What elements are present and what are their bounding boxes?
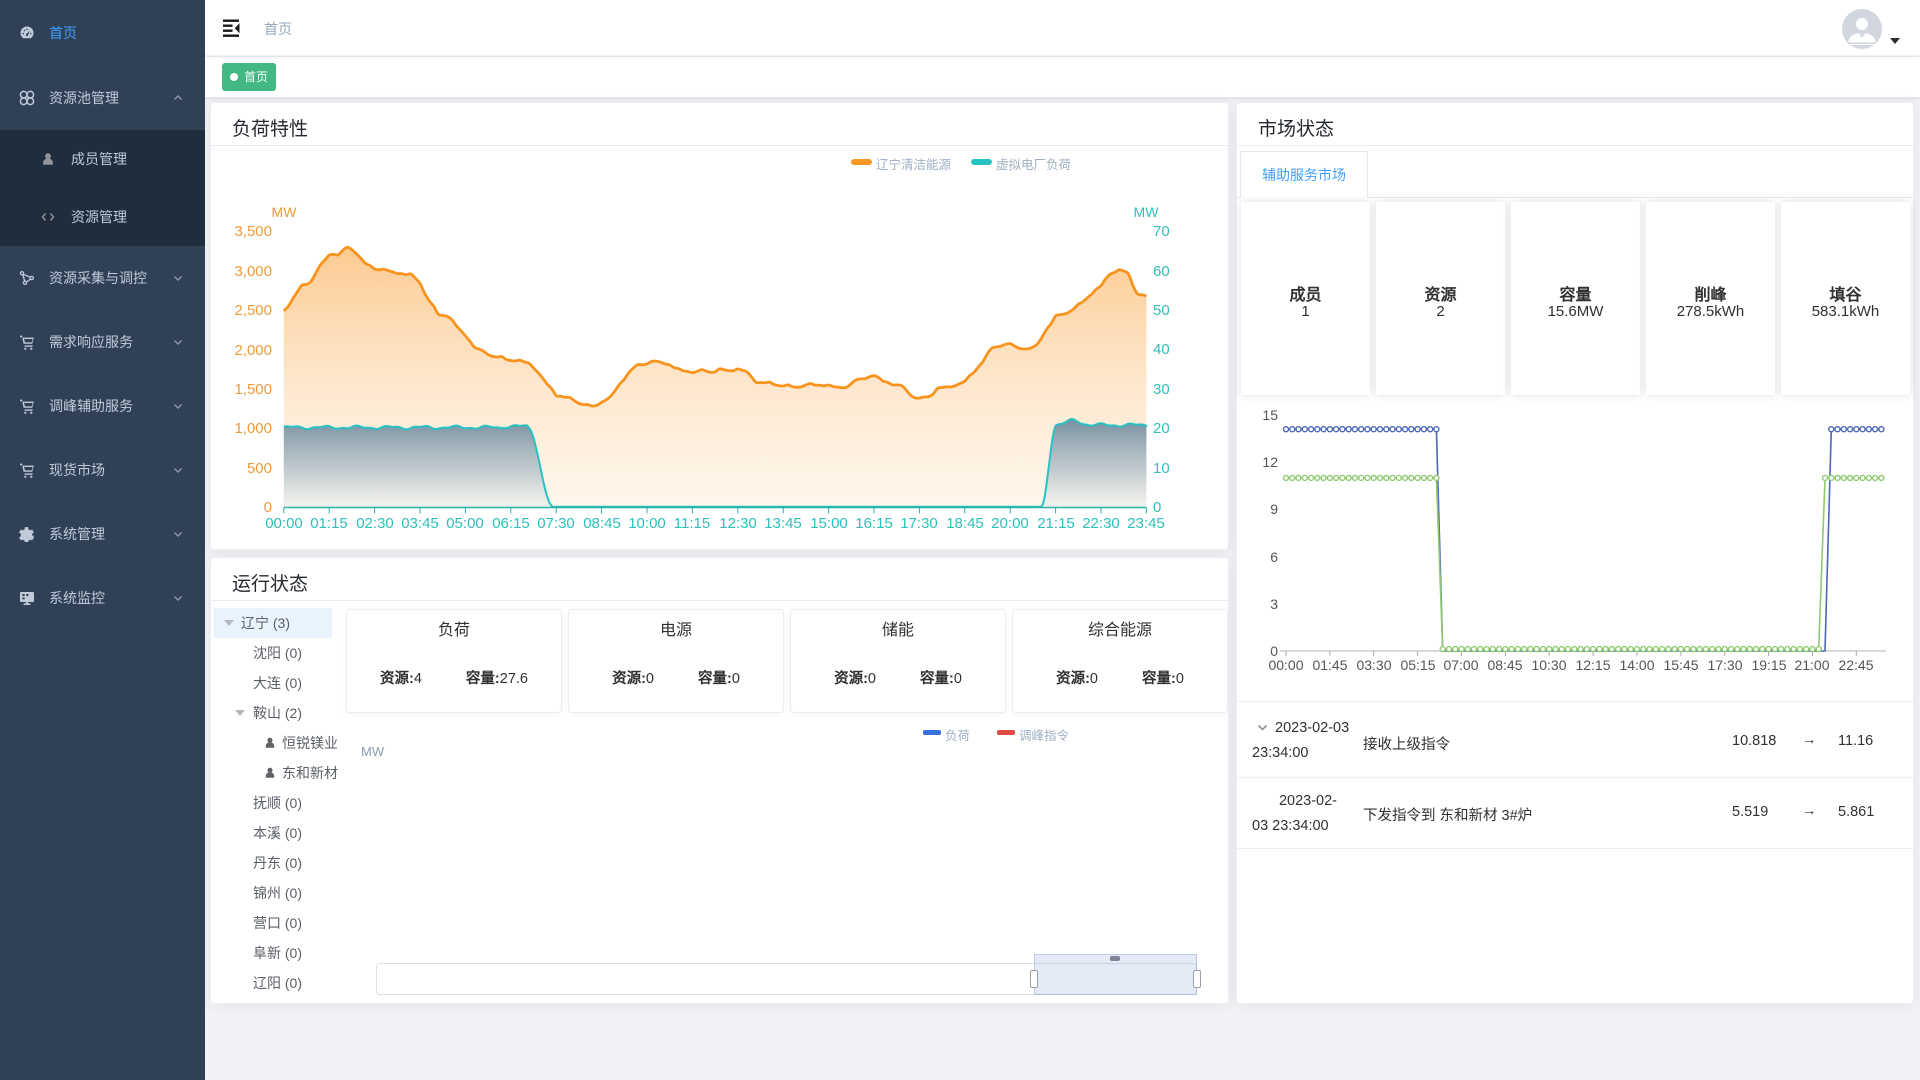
svg-text:40: 40 <box>1153 341 1170 358</box>
svg-text:08:45: 08:45 <box>1487 657 1522 673</box>
svg-text:18:45: 18:45 <box>946 515 984 532</box>
svg-text:13:45: 13:45 <box>764 515 802 532</box>
svg-text:MW: MW <box>1134 204 1160 220</box>
svg-text:12:15: 12:15 <box>1575 657 1610 673</box>
svg-text:10:00: 10:00 <box>628 515 666 532</box>
svg-text:07:00: 07:00 <box>1443 657 1478 673</box>
svg-text:22:45: 22:45 <box>1838 657 1873 673</box>
svg-text:11:15: 11:15 <box>674 515 710 532</box>
svg-text:辽宁清洁能源: 辽宁清洁能源 <box>876 157 952 172</box>
svg-text:23:45: 23:45 <box>1127 515 1165 532</box>
svg-text:70: 70 <box>1153 223 1170 240</box>
svg-text:17:30: 17:30 <box>1707 657 1742 673</box>
svg-text:01:45: 01:45 <box>1312 657 1347 673</box>
svg-text:3: 3 <box>1270 596 1278 612</box>
svg-text:02:30: 02:30 <box>356 515 394 532</box>
svg-text:12: 12 <box>1262 454 1278 470</box>
svg-text:500: 500 <box>247 460 272 477</box>
svg-text:21:00: 21:00 <box>1794 657 1829 673</box>
svg-text:1,500: 1,500 <box>234 381 272 398</box>
svg-text:9: 9 <box>1270 501 1278 517</box>
svg-text:12:30: 12:30 <box>719 515 757 532</box>
svg-text:00:00: 00:00 <box>265 515 303 532</box>
svg-text:10: 10 <box>1153 460 1170 477</box>
svg-text:14:00: 14:00 <box>1619 657 1654 673</box>
svg-text:3,000: 3,000 <box>234 263 272 280</box>
svg-text:1,000: 1,000 <box>234 420 272 437</box>
svg-text:0: 0 <box>1270 643 1278 659</box>
svg-text:22:30: 22:30 <box>1082 515 1120 532</box>
svg-text:05:00: 05:00 <box>446 515 484 532</box>
svg-text:10:30: 10:30 <box>1531 657 1566 673</box>
svg-text:60: 60 <box>1153 263 1170 280</box>
svg-text:3,500: 3,500 <box>234 223 272 240</box>
svg-text:2,500: 2,500 <box>234 302 272 319</box>
svg-text:15: 15 <box>1262 407 1278 423</box>
svg-text:15:00: 15:00 <box>810 515 848 532</box>
svg-text:05:15: 05:15 <box>1400 657 1435 673</box>
svg-text:50: 50 <box>1153 302 1170 319</box>
svg-text:0: 0 <box>264 499 272 516</box>
svg-text:08:45: 08:45 <box>583 515 621 532</box>
svg-text:6: 6 <box>1270 549 1278 565</box>
svg-text:17:30: 17:30 <box>900 515 938 532</box>
svg-text:20:00: 20:00 <box>991 515 1029 532</box>
svg-text:07:30: 07:30 <box>537 515 575 532</box>
svg-text:0: 0 <box>1153 499 1161 516</box>
svg-text:MW: MW <box>272 204 298 220</box>
svg-text:01:15: 01:15 <box>310 515 348 532</box>
svg-text:19:15: 19:15 <box>1751 657 1786 673</box>
svg-text:20: 20 <box>1153 420 1170 437</box>
svg-text:16:15: 16:15 <box>855 515 893 532</box>
svg-text:06:15: 06:15 <box>492 515 530 532</box>
svg-text:03:30: 03:30 <box>1356 657 1391 673</box>
svg-text:30: 30 <box>1153 381 1170 398</box>
svg-text:15:45: 15:45 <box>1663 657 1698 673</box>
svg-text:00:00: 00:00 <box>1268 657 1303 673</box>
svg-text:2,000: 2,000 <box>234 342 272 359</box>
svg-text:虚拟电厂负荷: 虚拟电厂负荷 <box>996 158 1071 172</box>
svg-text:21:15: 21:15 <box>1037 515 1075 532</box>
svg-text:03:45: 03:45 <box>401 515 439 532</box>
